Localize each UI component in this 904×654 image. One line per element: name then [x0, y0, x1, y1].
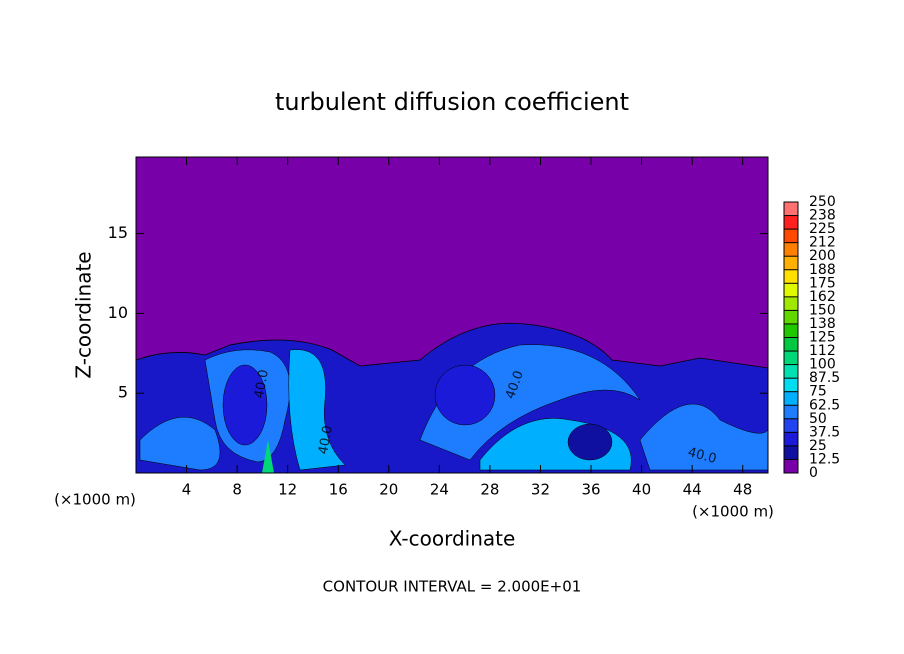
colorbar-label: 150: [809, 302, 836, 318]
contour-label: 40.0: [252, 368, 272, 399]
eddy-core: [434, 364, 496, 426]
colorbar-band: [784, 256, 798, 270]
colorbar-label: 200: [809, 248, 836, 264]
y-tick-label: 15: [108, 223, 128, 242]
colorbar-label: 162: [809, 289, 836, 305]
chart-title: turbulent diffusion coefficient: [275, 88, 629, 116]
contour-label: 40.0: [686, 445, 718, 467]
colorbar-band: [784, 310, 798, 324]
x-tick-label: 8: [232, 481, 242, 499]
colorbar-band: [784, 364, 798, 379]
colorbar-band: [784, 242, 798, 257]
eddy: [288, 349, 346, 471]
colorbar-label: 87.5: [809, 370, 840, 386]
x-tick-label: 40: [632, 481, 651, 499]
eddy-core: [567, 423, 613, 461]
colorbar-label: 225: [809, 221, 836, 237]
y-tick-label: 5: [118, 383, 128, 402]
x-tick-label: 32: [531, 481, 550, 499]
colorbar-label: 138: [809, 316, 836, 332]
colorbar-label: 250: [809, 194, 836, 210]
colorbar-band: [784, 283, 798, 297]
x-tick-label: 36: [581, 481, 600, 499]
colorbar-label: 100: [809, 357, 836, 373]
x-unit: (×1000 m): [54, 491, 136, 509]
y-tick-label: 10: [108, 303, 128, 322]
colorbar-label: 37.5: [809, 424, 840, 440]
x-tick-label: 4: [182, 481, 192, 499]
colorbar-label: 238: [809, 208, 836, 224]
colorbar-band: [784, 459, 798, 473]
field: [135, 157, 769, 474]
colorbar-band: [784, 269, 798, 284]
colorbar-band: [784, 296, 798, 311]
colorbar-label: 212: [809, 235, 836, 251]
eddy: [639, 403, 769, 471]
x-axis-label: X-coordinate: [389, 527, 516, 551]
x-tick-label: 48: [733, 481, 752, 499]
colorbar-band: [784, 202, 798, 216]
colorbar-label: 12.5: [809, 451, 840, 467]
colorbar-band: [784, 418, 798, 433]
colorbar-band: [784, 323, 798, 338]
colorbar-band: [784, 337, 798, 352]
colorbar-band: [784, 351, 798, 365]
y-unit: (×1000 m): [692, 503, 774, 521]
x-tick-label: 28: [480, 481, 499, 499]
colorbar-band: [784, 445, 798, 460]
eddy: [139, 416, 221, 471]
colorbar-label: 188: [809, 262, 836, 278]
colorbar-band: [784, 432, 798, 446]
colorbar-band: [784, 378, 798, 392]
contour-label: 40.0: [316, 424, 336, 455]
eddy-core: [222, 364, 268, 446]
colorbar-band: [784, 215, 798, 230]
colorbar-band: [784, 391, 798, 406]
x-tick-label: 16: [329, 481, 348, 499]
colorbar-label: 175: [809, 275, 836, 291]
colorbar-label: 112: [809, 343, 836, 359]
colorbar-label: 50: [809, 411, 827, 427]
colorbar-label: 75: [809, 384, 827, 400]
colorbar-label: 62.5: [809, 397, 840, 413]
colorbar-label: 0: [809, 465, 818, 481]
plot-frame: [135, 156, 769, 474]
x-tick-label: 44: [683, 481, 702, 499]
colorbar-band: [784, 229, 798, 243]
x-tick-label: 12: [278, 481, 297, 499]
colorbar-label: 125: [809, 330, 836, 346]
footer: CONTOUR INTERVAL = 2.000E+01: [323, 578, 582, 596]
colorbar-label: 25: [809, 438, 827, 454]
x-tick-label: 24: [430, 481, 449, 499]
peak: [262, 440, 274, 473]
x-tick-label: 20: [379, 481, 398, 499]
y-axis-label: Z-coordinate: [72, 251, 96, 378]
colorbar-band: [784, 405, 798, 419]
